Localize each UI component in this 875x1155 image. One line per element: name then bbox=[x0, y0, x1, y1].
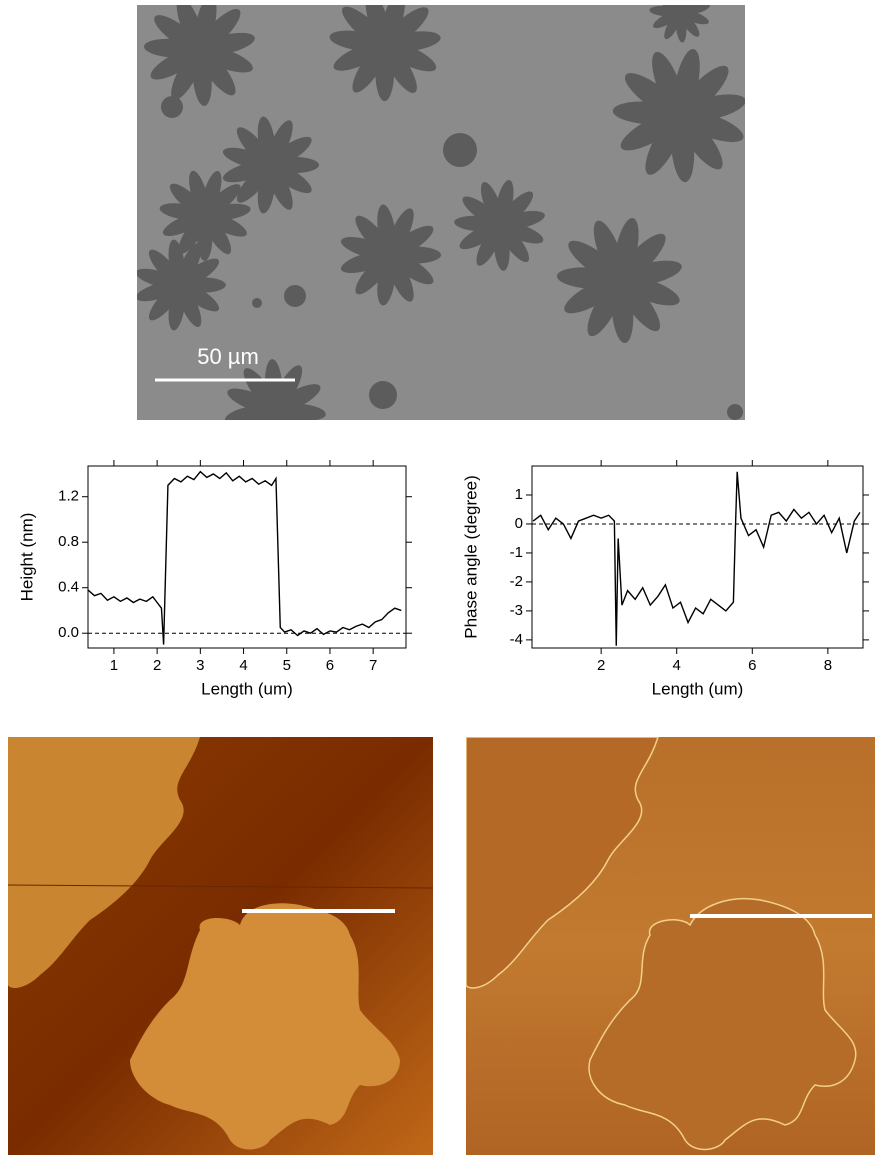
y-tick-label: -2 bbox=[510, 573, 523, 590]
core bbox=[660, 95, 700, 135]
y-tick-label: -3 bbox=[510, 602, 523, 619]
core bbox=[601, 261, 638, 298]
domain bbox=[727, 404, 743, 420]
x-tick-label: 2 bbox=[597, 657, 605, 674]
core bbox=[184, 34, 217, 67]
figure: 50 µm 1 2 3 4 5 6 7 0.0 0.4 0.8 1.2 Length (um) Heig… bbox=[0, 0, 875, 1155]
x-tick-label: 1 bbox=[110, 657, 118, 674]
core bbox=[260, 395, 290, 425]
core bbox=[167, 272, 194, 299]
y-tick-label: -1 bbox=[510, 544, 523, 561]
x-tick-label: 6 bbox=[748, 657, 756, 674]
domain bbox=[161, 96, 183, 118]
data-line bbox=[533, 472, 860, 646]
domain bbox=[252, 298, 262, 308]
y-axis-label: Height (nm) bbox=[17, 513, 36, 602]
core bbox=[256, 151, 285, 180]
x-tick-label: 4 bbox=[673, 657, 681, 674]
y-axis-label: Phase angle (degree) bbox=[461, 475, 480, 639]
optical-image bbox=[134, 0, 748, 462]
y-tick-label: 0.0 bbox=[58, 624, 79, 641]
core bbox=[192, 202, 219, 229]
x-tick-label: 7 bbox=[369, 657, 377, 674]
x-tick-label: 8 bbox=[824, 657, 832, 674]
y-tick-label: 1 bbox=[515, 486, 523, 503]
y-tick-label: -4 bbox=[510, 631, 523, 648]
afm-height-image bbox=[8, 737, 433, 1155]
x-tick-label: 3 bbox=[196, 657, 204, 674]
core bbox=[671, 3, 689, 21]
plot-frame bbox=[88, 466, 406, 648]
y-tick-label: 1.2 bbox=[58, 488, 79, 505]
plot-frame bbox=[532, 466, 863, 648]
domain bbox=[443, 133, 477, 167]
data-line bbox=[88, 472, 401, 645]
x-tick-label: 5 bbox=[283, 657, 291, 674]
y-tick-label: 0.8 bbox=[58, 533, 79, 550]
y-tick-label: 0 bbox=[515, 515, 523, 532]
core bbox=[487, 212, 514, 239]
y-tick-label: 0.4 bbox=[58, 579, 79, 596]
scale-bar-label: 50 µm bbox=[197, 344, 259, 369]
domain bbox=[369, 381, 397, 409]
x-axis-label: Length (um) bbox=[652, 679, 744, 698]
x-tick-label: 6 bbox=[326, 657, 334, 674]
afm-phase-image bbox=[466, 737, 875, 1155]
x-tick-label: 4 bbox=[239, 657, 247, 674]
x-tick-label: 2 bbox=[153, 657, 161, 674]
domain bbox=[284, 285, 306, 307]
x-axis-label: Length (um) bbox=[201, 679, 293, 698]
core bbox=[369, 29, 402, 62]
core bbox=[375, 240, 405, 270]
